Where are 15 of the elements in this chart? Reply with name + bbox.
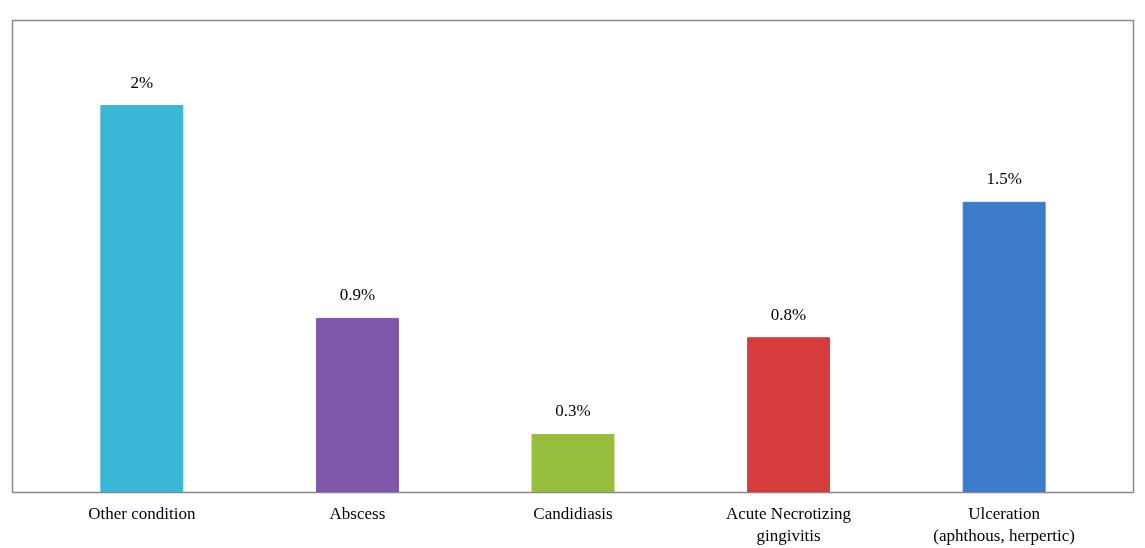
x-tick-label: Ulceration (aphthous, herpertic) — [933, 503, 1075, 546]
data-label: 1.5% — [986, 169, 1022, 189]
x-tick-label: Candidiasis — [533, 503, 613, 523]
bar — [315, 317, 399, 493]
x-tick-label: Other condition — [88, 503, 196, 523]
x-tick-label: Acute Necrotizing gingivitis — [726, 503, 852, 546]
data-label: 0.8% — [770, 304, 807, 324]
bar — [531, 433, 615, 493]
x-tick-label: Abscess — [329, 503, 386, 523]
bar — [100, 105, 184, 493]
data-label: 2% — [130, 72, 154, 92]
data-label: 0.9% — [339, 285, 376, 305]
bar — [962, 201, 1046, 493]
data-label: 0.3% — [555, 401, 591, 421]
bar — [747, 337, 831, 493]
